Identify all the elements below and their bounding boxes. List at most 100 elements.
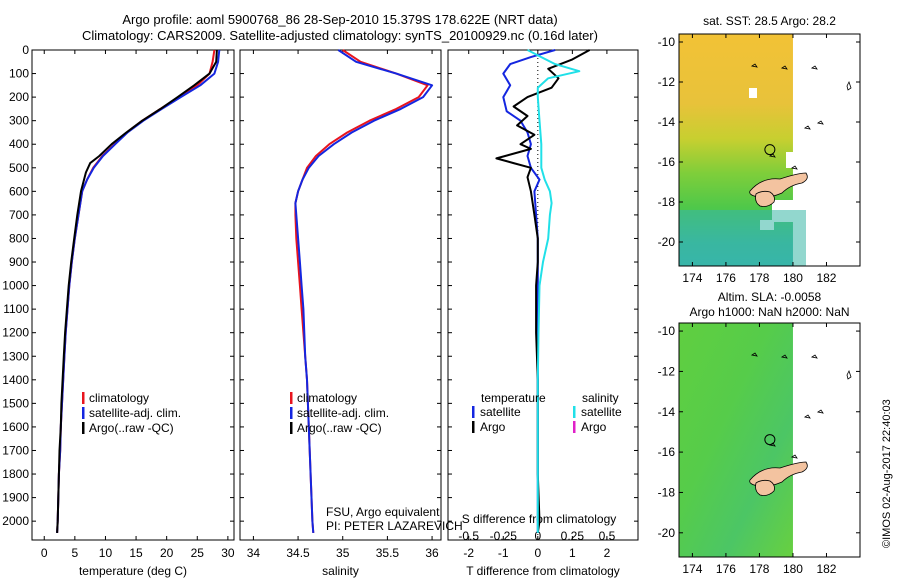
y-tick-label: 300 (9, 114, 29, 128)
y-tick-label: 100 (9, 67, 29, 81)
y-tick-label: 800 (9, 231, 29, 245)
island-outline (790, 454, 798, 459)
y-tick-label: -10 (658, 324, 676, 338)
island-outline (790, 165, 798, 170)
legend-label: Argo(..raw -QC) (89, 421, 174, 435)
island-vanua-levu (755, 190, 775, 207)
argo-position-marker (764, 144, 776, 156)
x-tick-label: 180 (783, 562, 803, 576)
salinity-tick-label: 0.25 (561, 529, 585, 543)
series-satellite-adj-clim (294, 49, 434, 533)
legend-label: climatology (297, 391, 357, 405)
legend-label: Argo(..raw -QC) (297, 421, 382, 435)
pi-annotation: FSU, Argo equivalent (326, 505, 440, 519)
legend-header-salinity: salinity (582, 391, 619, 405)
y-tick-label: 400 (9, 137, 29, 151)
y-tick-label: -16 (658, 155, 676, 169)
series-climatology (294, 49, 429, 533)
series-temperature-argo (495, 49, 591, 534)
salinity-tick-label: -0.25 (490, 529, 518, 543)
y-tick-label: 1900 (2, 491, 29, 505)
y-tick-label: -12 (658, 75, 676, 89)
y-tick-label: -10 (658, 35, 676, 49)
x-tick-label: 35 (336, 546, 350, 560)
x-axis-label: T difference from climatology (466, 564, 620, 578)
argo-position-marker (764, 434, 776, 446)
legend-swatch (82, 422, 85, 434)
island-outline (750, 63, 758, 68)
legend-header-temperature: temperature (481, 391, 546, 405)
plot-frame (31, 49, 235, 541)
x-tick-label: 35.5 (376, 546, 400, 560)
y-tick-label: 1400 (2, 373, 29, 387)
map-title: sat. SST: 28.5 Argo: 28.2 (703, 14, 836, 28)
y-tick-label: 700 (9, 208, 29, 222)
series-temperature-satellite (502, 49, 556, 533)
island-outline (803, 125, 811, 130)
y-tick-label: -14 (658, 115, 676, 129)
no-data-patch (749, 88, 757, 98)
x-tick-label: 10 (99, 546, 113, 560)
island-outline (846, 80, 852, 91)
y-tick-label: 0 (22, 43, 29, 57)
x-tick-label: 25 (191, 546, 205, 560)
salinity-tick-label: -0.5 (458, 529, 479, 543)
island-outline (810, 354, 818, 359)
island-outline (816, 120, 824, 125)
island-outline (768, 153, 776, 158)
island-outline (780, 354, 788, 359)
legend-label: Argo (581, 420, 607, 434)
salinity-panel: 34 34.5 35 35.5 36 salinity climatologysatelli… (239, 49, 463, 578)
legend-label: climatology (89, 391, 149, 405)
x-tick-label: 20 (160, 546, 174, 560)
x-tick-label: 5 (72, 546, 79, 560)
series-climatology (56, 49, 216, 533)
x-tick-label: 36 (425, 546, 439, 560)
series-salinity-satellite (527, 49, 581, 533)
temperature-panel: 0100200300400500600700800900100011001200… (2, 43, 235, 578)
x-tick-label: 30 (221, 546, 235, 560)
x-tick-label: 178 (749, 271, 769, 285)
map-frame (678, 33, 861, 267)
map-sla-panel: 174 176 178 180 182 -10 -12 -14 -16 -18 -20 Altim. … (658, 290, 861, 576)
y-tick-label: -18 (658, 485, 676, 499)
difference-panel: -2 -1 0 1 2 T difference from climatology -0.5… (447, 49, 639, 578)
y-tick-label: 1300 (2, 349, 29, 363)
x-tick-label: -2 (463, 546, 474, 560)
island-outline (816, 409, 824, 414)
y-tick-label: 1800 (2, 467, 29, 481)
y-tick-label: 1200 (2, 326, 29, 340)
legend-label: satellite-adj. clim. (89, 406, 181, 420)
legend-label: satellite-adj. clim. (297, 406, 389, 420)
y-tick-label: -14 (658, 405, 676, 419)
legend-swatch (290, 392, 293, 404)
island-outline (803, 414, 811, 419)
y-tick-label: 500 (9, 161, 29, 175)
legend-label: satellite (581, 405, 622, 419)
x-tick-label: 0 (41, 546, 48, 560)
legend-swatch (573, 406, 576, 418)
x-axis-label: temperature (deg C) (79, 564, 187, 578)
y-tick-label: 1100 (3, 302, 29, 316)
legend-swatch (290, 407, 293, 419)
y-tick-label: -16 (658, 445, 676, 459)
figure-subtitle: Climatology: CARS2009. Satellite-adjuste… (82, 28, 598, 43)
island-vanua-levu (755, 479, 775, 496)
map-subtitle: Argo h1000: NaN h2000: NaN (689, 305, 849, 319)
y-tick-label: -12 (658, 364, 676, 378)
x-tick-label: 2 (604, 546, 611, 560)
map-field (679, 323, 793, 557)
y-tick-label: -18 (658, 195, 676, 209)
x-tick-label: 34.5 (286, 546, 310, 560)
pi-annotation: PI: PETER LAZAREVICH (326, 519, 463, 533)
x-tick-label: 34 (247, 546, 261, 560)
no-data-patch (786, 152, 806, 168)
plot-frame (447, 49, 639, 541)
island-outline (810, 65, 818, 70)
x-tick-label: 178 (749, 562, 769, 576)
x-tick-label: 174 (682, 562, 702, 576)
map-sst-panel: 174 176 178 180 182 -10 -12 -14 -16 -18 -20 sat. SS… (658, 14, 861, 285)
y-tick-label: -20 (658, 526, 676, 540)
legend-label: Argo (480, 420, 506, 434)
